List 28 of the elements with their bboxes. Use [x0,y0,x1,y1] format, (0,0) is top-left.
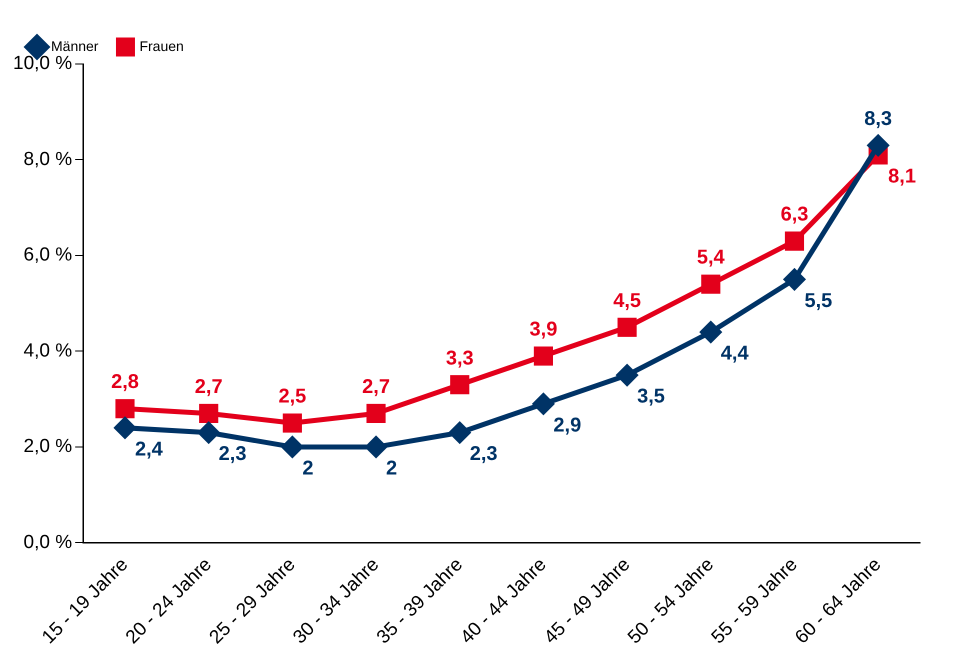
data-label: 2,7 [362,376,390,398]
data-label: 2,7 [194,376,223,398]
data-label: 6,3 [780,204,808,226]
data-label: 2,9 [553,414,582,436]
y-tick-label: 8,0 % [24,148,72,170]
data-label: 8,3 [864,108,892,130]
y-tick-label: 4,0 % [24,340,72,362]
data-label: 3,9 [530,318,558,341]
data-label: 2,3 [470,443,498,466]
data-label: 3,5 [637,386,665,408]
data-label: 2,8 [111,371,139,394]
data-label: 3,3 [446,347,474,370]
data-label: 8,1 [888,165,916,188]
data-label: 2,5 [278,386,306,408]
y-tick-label: 2,0 % [24,436,72,458]
y-tick-label: 0,0 % [24,532,72,553]
y-tick-label: 6,0 % [24,244,72,266]
data-label: 5,5 [804,290,832,312]
data-label: 4,5 [613,290,642,312]
y-tick-label: 10,0 % [12,53,72,74]
data-label: 2,4 [134,438,164,460]
data-label: 2 [386,457,398,480]
data-label: 2 [302,457,314,480]
data-label: 2,3 [218,443,246,466]
data-label: 5,4 [696,246,726,269]
data-label: 4,4 [720,342,750,365]
legend-label: Frauen [139,38,184,54]
legend-label: Männer [51,38,99,54]
